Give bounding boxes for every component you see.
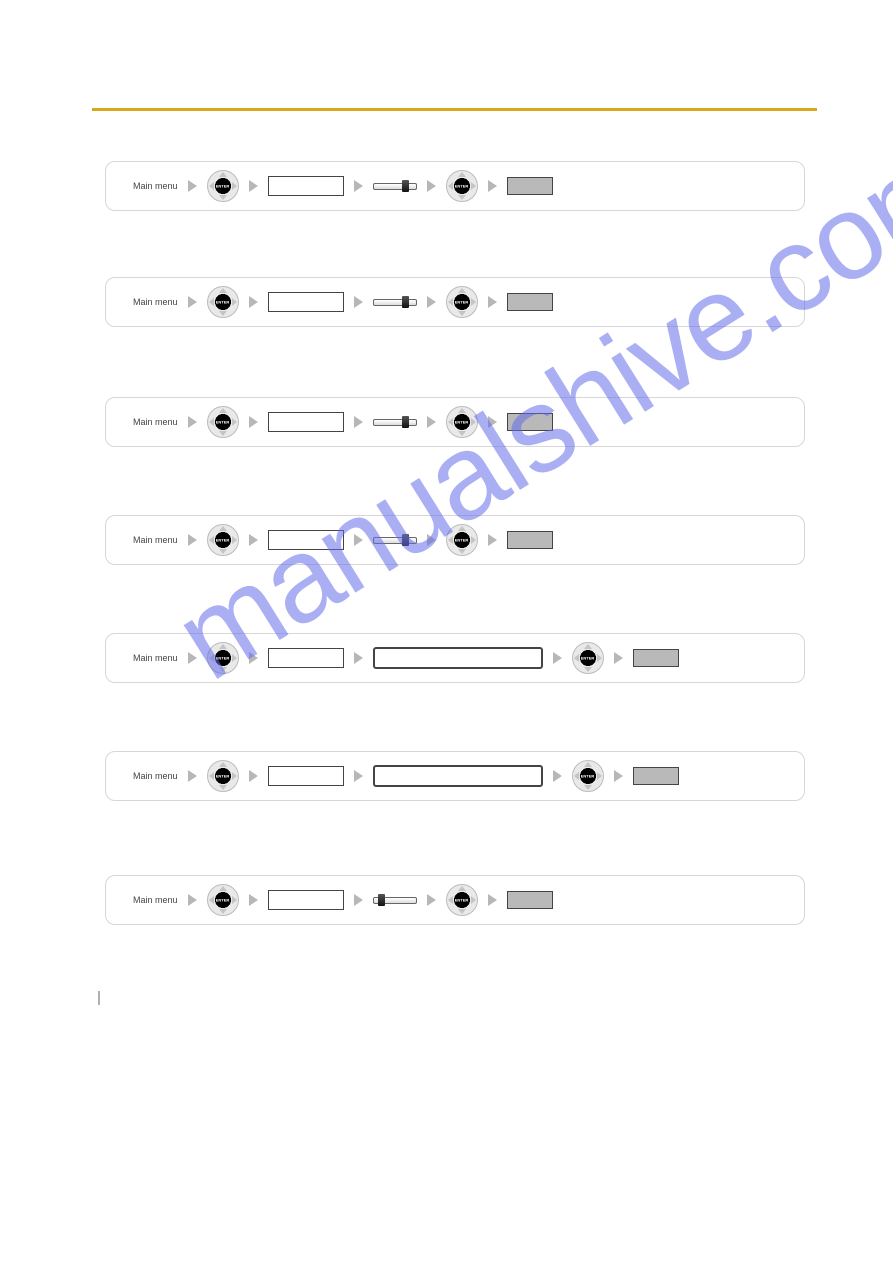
arrow-icon	[354, 296, 363, 308]
arrow-icon	[488, 534, 497, 546]
arrow-icon	[249, 296, 258, 308]
flow-prefix-label: Main menu	[120, 535, 178, 545]
arrow-icon	[488, 416, 497, 428]
arrow-icon	[249, 180, 258, 192]
arrow-icon	[488, 296, 497, 308]
display-box	[268, 292, 344, 312]
arrow-icon	[553, 652, 562, 664]
page-content: Main menu Main menu Main menu Main menu Main…	[0, 0, 893, 1033]
footer-divider	[98, 991, 100, 1005]
arrow-icon	[354, 770, 363, 782]
slider-icon	[373, 179, 417, 193]
arrow-icon	[249, 894, 258, 906]
flow-prefix-label: Main menu	[120, 895, 178, 905]
enter-button-icon	[446, 406, 478, 438]
slider-icon	[373, 893, 417, 907]
display-box	[268, 890, 344, 910]
arrow-icon	[354, 652, 363, 664]
arrow-icon	[188, 416, 197, 428]
enter-button-icon	[207, 884, 239, 916]
section-description	[92, 229, 817, 277]
arrow-icon	[614, 770, 623, 782]
arrow-icon	[188, 652, 197, 664]
arrow-icon	[427, 180, 436, 192]
section-description	[92, 465, 817, 515]
enter-button-icon	[446, 170, 478, 202]
enter-button-icon	[207, 170, 239, 202]
flow-prefix-label: Main menu	[120, 771, 178, 781]
section-description	[92, 943, 817, 993]
display-box	[268, 766, 344, 786]
enter-button-icon	[572, 642, 604, 674]
enter-button-icon	[207, 760, 239, 792]
flow-prefix-label: Main menu	[120, 297, 178, 307]
header-rule	[92, 108, 817, 111]
arrow-icon	[488, 894, 497, 906]
display-box	[633, 649, 679, 667]
display-box	[507, 531, 553, 549]
arrow-icon	[249, 652, 258, 664]
display-box	[507, 177, 553, 195]
arrow-icon	[488, 180, 497, 192]
arrow-icon	[249, 770, 258, 782]
menu-flow-row: Main menu	[105, 633, 805, 683]
menu-flow-row: Main menu	[105, 751, 805, 801]
arrow-icon	[427, 894, 436, 906]
arrow-icon	[614, 652, 623, 664]
display-box	[507, 413, 553, 431]
slider-icon	[373, 415, 417, 429]
menu-flow-row: Main menu	[105, 397, 805, 447]
arrow-icon	[427, 296, 436, 308]
section-description	[92, 583, 817, 633]
enter-button-icon	[572, 760, 604, 792]
menu-flow-row: Main menu	[105, 277, 805, 327]
display-box	[373, 765, 543, 787]
slider-icon	[373, 295, 417, 309]
section-description	[92, 345, 817, 397]
flow-prefix-label: Main menu	[120, 181, 178, 191]
enter-button-icon	[207, 524, 239, 556]
arrow-icon	[188, 180, 197, 192]
display-box	[507, 891, 553, 909]
display-box	[268, 176, 344, 196]
arrow-icon	[188, 770, 197, 782]
section-description	[92, 819, 817, 875]
page-footer	[92, 991, 106, 1005]
menu-flow-row: Main menu	[105, 515, 805, 565]
enter-button-icon	[207, 406, 239, 438]
arrow-icon	[188, 534, 197, 546]
arrow-icon	[427, 534, 436, 546]
enter-button-icon	[207, 642, 239, 674]
slider-icon	[373, 533, 417, 547]
display-box	[268, 412, 344, 432]
display-box	[373, 647, 543, 669]
arrow-icon	[188, 894, 197, 906]
enter-button-icon	[446, 884, 478, 916]
display-box	[268, 530, 344, 550]
enter-button-icon	[446, 286, 478, 318]
arrow-icon	[188, 296, 197, 308]
display-box	[268, 648, 344, 668]
menu-flow-row: Main menu	[105, 875, 805, 925]
flow-prefix-label: Main menu	[120, 417, 178, 427]
section-description	[92, 701, 817, 751]
flow-prefix-label: Main menu	[120, 653, 178, 663]
arrow-icon	[249, 534, 258, 546]
arrow-icon	[553, 770, 562, 782]
display-box	[633, 767, 679, 785]
flows-container: Main menu Main menu Main menu Main menu Main…	[92, 161, 817, 993]
arrow-icon	[354, 180, 363, 192]
arrow-icon	[354, 894, 363, 906]
enter-button-icon	[446, 524, 478, 556]
enter-button-icon	[207, 286, 239, 318]
menu-flow-row: Main menu	[105, 161, 805, 211]
display-box	[507, 293, 553, 311]
arrow-icon	[427, 416, 436, 428]
arrow-icon	[354, 534, 363, 546]
arrow-icon	[249, 416, 258, 428]
arrow-icon	[354, 416, 363, 428]
